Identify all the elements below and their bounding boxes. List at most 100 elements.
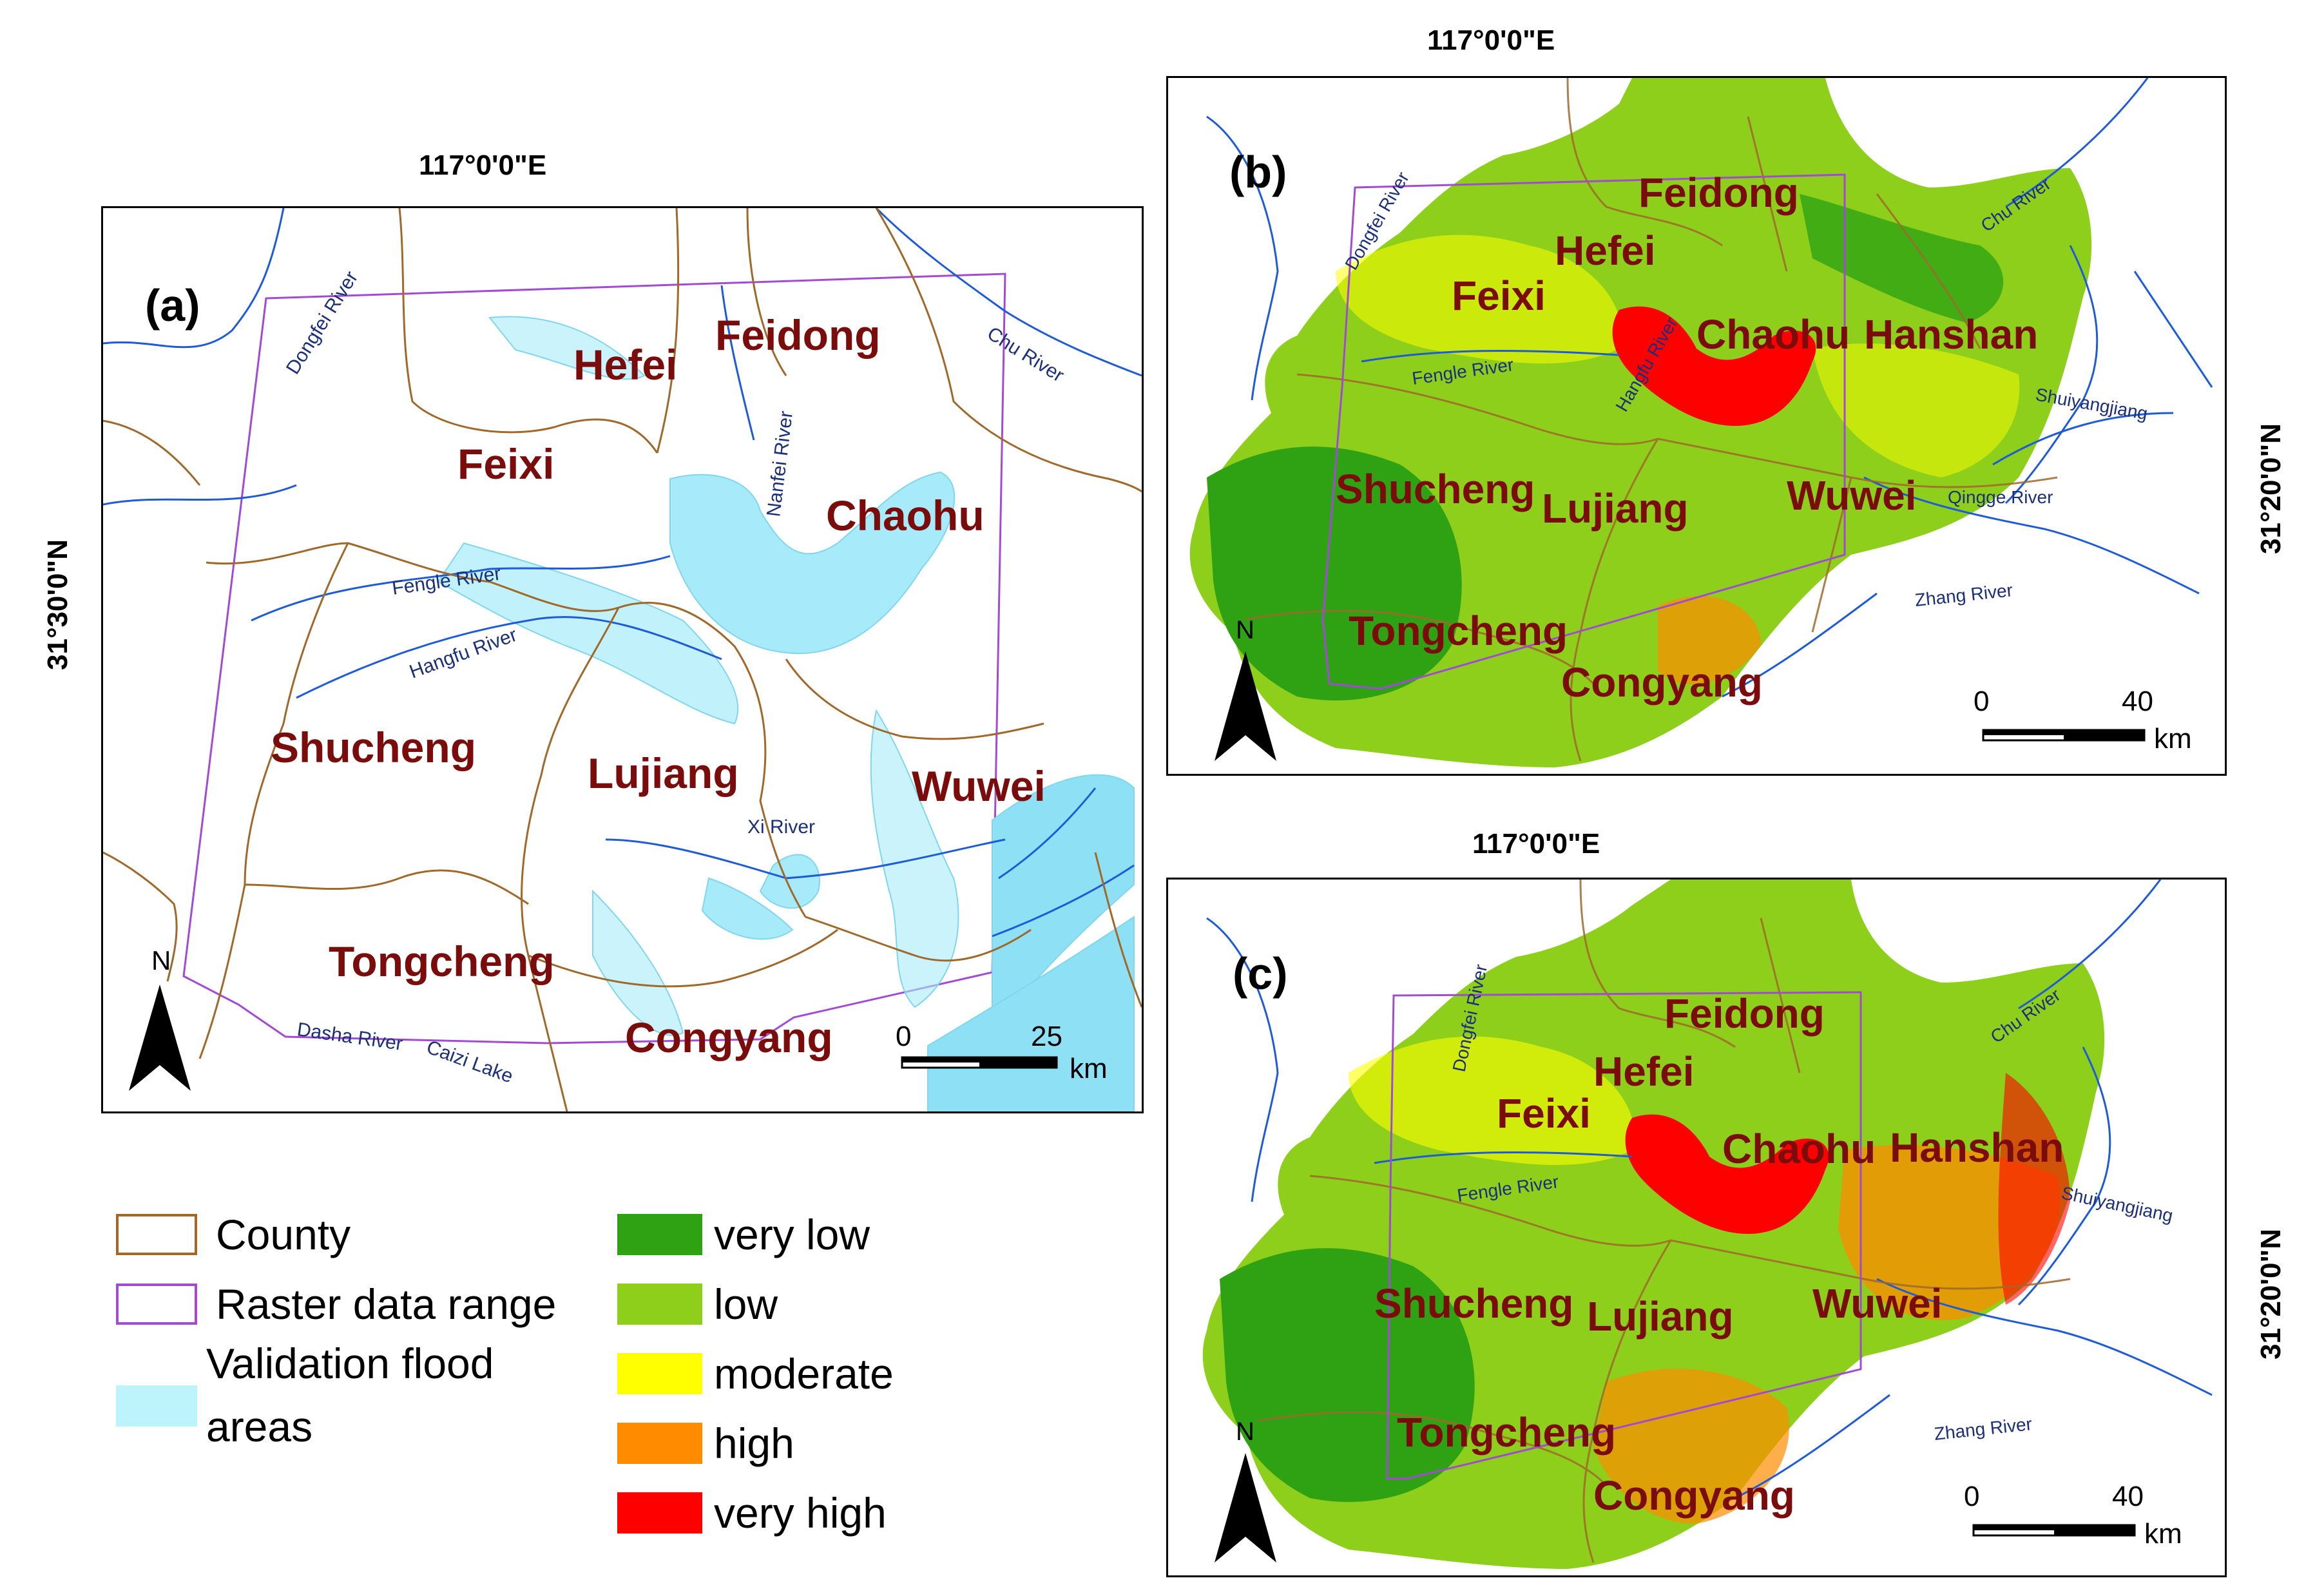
county-label-shucheng: Shucheng bbox=[1374, 1280, 1573, 1327]
raster-range-outline bbox=[1386, 991, 1862, 1480]
very-high-east bbox=[1998, 1073, 2070, 1305]
county-label-hefei: Hefei bbox=[573, 341, 677, 389]
river-label-qingge: Qingge River bbox=[1948, 487, 2053, 507]
legend-low-label: low bbox=[714, 1280, 778, 1328]
north-arrow: N bbox=[1215, 616, 1276, 761]
county-label-lujiang: Lujiang bbox=[1587, 1293, 1734, 1340]
river-label-hangfu: Hangfu River bbox=[407, 624, 520, 683]
county-label-tongcheng: Tongcheng bbox=[1349, 608, 1568, 654]
legend-very-low-swatch bbox=[617, 1214, 702, 1255]
north-arrow-letter: N bbox=[151, 945, 171, 976]
raster-range-outline bbox=[182, 273, 1006, 1044]
scale-bar: 0 40 km bbox=[1964, 1481, 2182, 1550]
river-label-shuiyangjiang: Shuiyangjiang bbox=[2034, 384, 2149, 423]
north-arrow: N bbox=[129, 945, 191, 1091]
county-label-feixi: Feixi bbox=[1452, 273, 1546, 319]
scale-zero: 0 bbox=[1964, 1481, 1979, 1512]
county-labels: Feidong Hefei Feixi Chaohu Shucheng Luji… bbox=[271, 311, 1046, 1061]
legend-county-label: County bbox=[216, 1211, 351, 1258]
panel-b-top-coordinate: 117°0'0"E bbox=[1427, 24, 1555, 56]
river-label-shuiyangjiang: Shuiyangjiang bbox=[2060, 1183, 2175, 1226]
panel-c-side-coordinate: 31°20'0"N bbox=[2255, 1228, 2287, 1360]
county-label-feidong: Feidong bbox=[1664, 990, 1825, 1037]
county-labels: Feidong Hefei Feixi Chaohu Hanshan Shuch… bbox=[1336, 169, 2038, 706]
river-label-zhang: Zhang River bbox=[1914, 580, 2013, 610]
rivers bbox=[103, 208, 1142, 937]
county-label-tongcheng: Tongcheng bbox=[329, 937, 555, 985]
moderate-zone-east bbox=[1812, 343, 2020, 477]
county-label-hefei: Hefei bbox=[1555, 227, 1656, 274]
legend-raster-swatch bbox=[116, 1284, 197, 1325]
county-label-hefei: Hefei bbox=[1593, 1048, 1695, 1095]
county-labels: Feidong Hefei Feixi Chaohu Hanshan Shuch… bbox=[1374, 990, 2064, 1519]
rivers bbox=[1206, 880, 2213, 1499]
county-borders bbox=[1258, 880, 2071, 1563]
county-label-tongcheng: Tongcheng bbox=[1397, 1409, 1616, 1456]
county-label-chaohu: Chaohu bbox=[826, 492, 985, 539]
river-label-dasha: Dasha River bbox=[296, 1019, 404, 1055]
county-label-chaohu: Chaohu bbox=[1696, 311, 1850, 358]
county-label-congyang: Congyang bbox=[1561, 659, 1763, 706]
county-label-shucheng: Shucheng bbox=[271, 724, 476, 771]
legend-flood-label-line2: areas bbox=[206, 1403, 313, 1450]
scale-max: 40 bbox=[2112, 1481, 2144, 1512]
river-label-nanfei: Nanfei River bbox=[763, 410, 797, 518]
county-label-feixi: Feixi bbox=[1497, 1090, 1591, 1137]
moderate-zone bbox=[1336, 235, 1622, 364]
county-label-feixi: Feixi bbox=[457, 440, 554, 488]
panel-a-top-coordinate: 117°0'0"E bbox=[419, 149, 547, 181]
county-label-lujiang: Lujiang bbox=[588, 749, 739, 797]
county-label-wuwei: Wuwei bbox=[1787, 472, 1917, 519]
county-label-congyang: Congyang bbox=[625, 1014, 833, 1061]
north-arrow: N bbox=[1215, 1418, 1276, 1562]
county-borders bbox=[103, 208, 1142, 1111]
county-label-congyang: Congyang bbox=[1593, 1472, 1795, 1519]
validation-flood-areas bbox=[437, 316, 1135, 1111]
legend-high-swatch bbox=[617, 1423, 702, 1464]
scale-bar: 0 40 km bbox=[1974, 686, 2192, 755]
north-arrow-letter: N bbox=[1236, 616, 1254, 644]
panel-c-top-coordinate: 117°0'0"E bbox=[1472, 828, 1600, 860]
map-a-canvas: Feidong Hefei Feixi Chaohu Shucheng Luji… bbox=[103, 208, 1142, 1111]
scale-max: 40 bbox=[2122, 686, 2153, 717]
county-label-wuwei: Wuwei bbox=[912, 762, 1046, 810]
scale-unit: km bbox=[2154, 723, 2192, 755]
county-label-lujiang: Lujiang bbox=[1542, 485, 1689, 532]
legend-very-high-label: very high bbox=[714, 1489, 887, 1537]
rivers bbox=[1206, 78, 2213, 698]
river-label-zhang: Zhang River bbox=[1933, 1414, 2033, 1444]
county-label-hanshan: Hanshan bbox=[1864, 311, 2038, 358]
scale-bar: 0 25 km bbox=[896, 1021, 1108, 1084]
panel-b-label: (b) bbox=[1229, 147, 1287, 197]
river-label-caizi: Caizi Lake bbox=[424, 1037, 516, 1088]
panel-c-label: (c) bbox=[1233, 948, 1288, 999]
legend-county-swatch bbox=[116, 1214, 197, 1255]
high-zone-south bbox=[1593, 1369, 1789, 1524]
legend-moderate-label: moderate bbox=[714, 1350, 894, 1398]
county-label-wuwei: Wuwei bbox=[1812, 1280, 1943, 1327]
legend-moderate-swatch bbox=[617, 1353, 702, 1394]
county-label-hanshan: Hanshan bbox=[1890, 1124, 2064, 1171]
scale-max: 25 bbox=[1031, 1021, 1062, 1052]
county-label-feidong: Feidong bbox=[1638, 169, 1799, 216]
panel-a-side-coordinate: 31°30'0"N bbox=[42, 539, 73, 670]
moderate-zone bbox=[1349, 1036, 1635, 1166]
legend-low-swatch bbox=[617, 1284, 702, 1325]
legend-high-label: high bbox=[714, 1419, 794, 1467]
county-label-feidong: Feidong bbox=[715, 311, 881, 359]
panel-a-label: (a) bbox=[145, 280, 200, 331]
legend-flood-swatch bbox=[116, 1385, 197, 1427]
scale-zero: 0 bbox=[896, 1021, 911, 1052]
scale-unit: km bbox=[1070, 1053, 1108, 1084]
county-label-shucheng: Shucheng bbox=[1336, 466, 1535, 512]
legend-very-high-swatch bbox=[617, 1492, 702, 1534]
legend-flood-label-line1: Validation flood bbox=[206, 1340, 494, 1387]
river-label-chu: Chu River bbox=[983, 323, 1068, 387]
very-low-zone-north bbox=[1800, 194, 2004, 323]
scale-zero: 0 bbox=[1974, 686, 1989, 717]
panel-b-side-coordinate: 31°20'0"N bbox=[2255, 423, 2287, 554]
north-arrow-letter: N bbox=[1236, 1418, 1254, 1446]
river-label-xi: Xi River bbox=[747, 816, 815, 838]
very-high-lake bbox=[1612, 306, 1816, 426]
raster-range-outline bbox=[1321, 173, 1846, 690]
